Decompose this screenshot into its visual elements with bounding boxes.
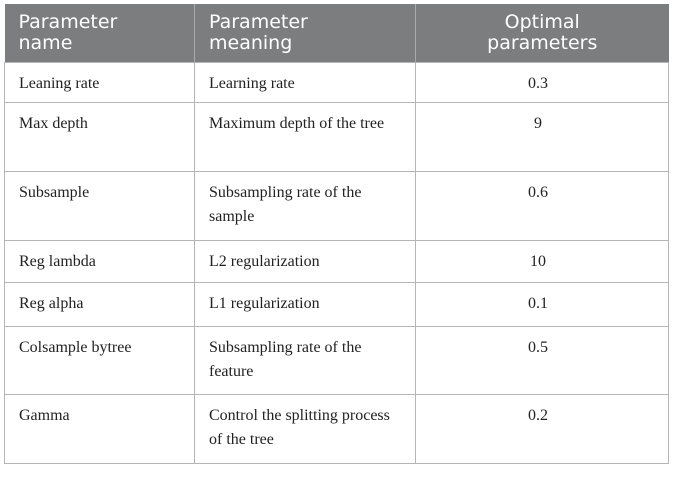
table-body: Leaning rate Learning rate 0.3 Max depth… — [4, 62, 669, 464]
header-label-line1: Parameter — [18, 11, 118, 33]
table-row: Colsample bytree Subsampling rate of the… — [4, 326, 669, 395]
cell-parameter-name: Leaning rate — [4, 62, 195, 103]
table-row: Leaning rate Learning rate 0.3 — [4, 62, 669, 103]
table-row: Reg alpha L1 regularization 0.1 — [4, 282, 669, 327]
header-optimal-parameters: Optimal parameters — [415, 4, 669, 63]
header-label-line2: parameters — [487, 32, 598, 54]
cell-parameter-meaning: Learning rate — [194, 62, 416, 103]
cell-parameter-name: Reg lambda — [4, 240, 195, 283]
cell-optimal-value: 0.2 — [415, 394, 669, 464]
table-row: Max depth Maximum depth of the tree 9 — [4, 102, 669, 172]
table-header: Parameter name Parameter meaning Optimal… — [4, 4, 669, 63]
header-parameter-name: Parameter name — [4, 4, 195, 63]
cell-parameter-meaning: Subsampling rate of the sample — [194, 171, 416, 241]
header-label-line2: meaning — [209, 32, 293, 54]
header-parameter-meaning: Parameter meaning — [194, 4, 416, 63]
cell-parameter-name: Max depth — [4, 102, 195, 172]
table-row: Reg lambda L2 regularization 10 — [4, 240, 669, 283]
parameters-table-container: Parameter name Parameter meaning Optimal… — [4, 4, 669, 464]
table-row: Subsample Subsampling rate of the sample… — [4, 171, 669, 241]
cell-parameter-name: Gamma — [4, 394, 195, 464]
cell-parameter-meaning: Maximum depth of the tree — [194, 102, 416, 172]
cell-optimal-value: 0.5 — [415, 326, 669, 395]
cell-parameter-meaning: L1 regularization — [194, 282, 416, 327]
header-label-line2: name — [18, 32, 73, 54]
cell-parameter-meaning: L2 regularization — [194, 240, 416, 283]
cell-optimal-value: 0.1 — [415, 282, 669, 327]
header-label-line1: Optimal — [504, 11, 580, 33]
cell-parameter-name: Reg alpha — [4, 282, 195, 327]
parameters-table: Parameter name Parameter meaning Optimal… — [4, 4, 669, 464]
cell-parameter-meaning: Control the splitting process of the tre… — [194, 394, 416, 464]
header-row: Parameter name Parameter meaning Optimal… — [4, 4, 669, 63]
cell-optimal-value: 10 — [415, 240, 669, 283]
table-row: Gamma Control the splitting process of t… — [4, 394, 669, 464]
cell-parameter-name: Subsample — [4, 171, 195, 241]
header-label-line1: Parameter — [209, 11, 308, 33]
cell-optimal-value: 9 — [415, 102, 669, 172]
cell-parameter-meaning: Subsampling rate of the feature — [194, 326, 416, 395]
cell-optimal-value: 0.3 — [415, 62, 669, 103]
cell-optimal-value: 0.6 — [415, 171, 669, 241]
cell-parameter-name: Colsample bytree — [4, 326, 195, 395]
